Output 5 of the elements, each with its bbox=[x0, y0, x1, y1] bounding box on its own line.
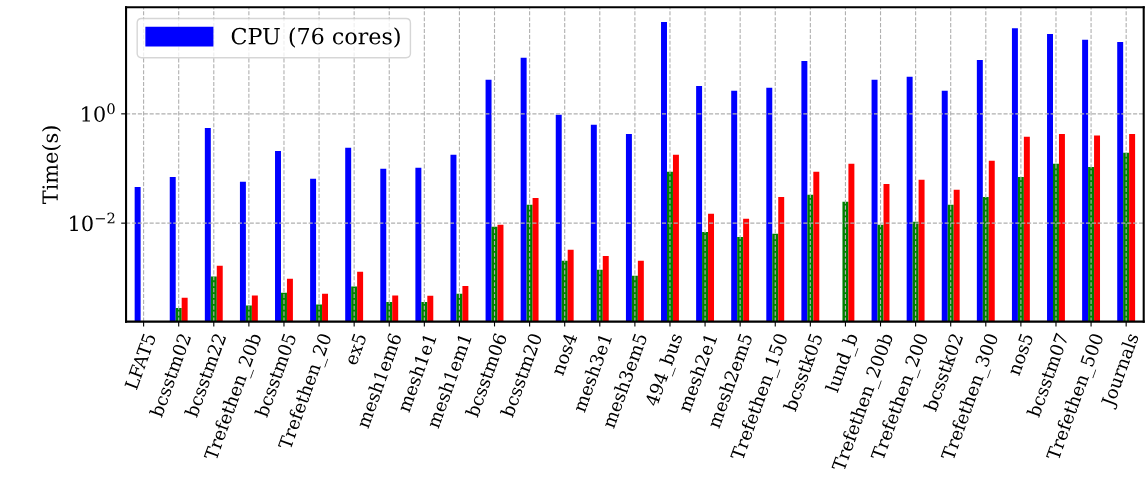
y-tick-label: 10$^{0}$ bbox=[82, 103, 115, 122]
y-axis-title: Time(s) bbox=[41, 126, 61, 205]
y-tick-label: 10$^{−2}$ bbox=[70, 212, 115, 232]
x-tick-label: nos4 bbox=[550, 332, 578, 377]
legend-label: CPU (76 cores) bbox=[231, 27, 400, 48]
